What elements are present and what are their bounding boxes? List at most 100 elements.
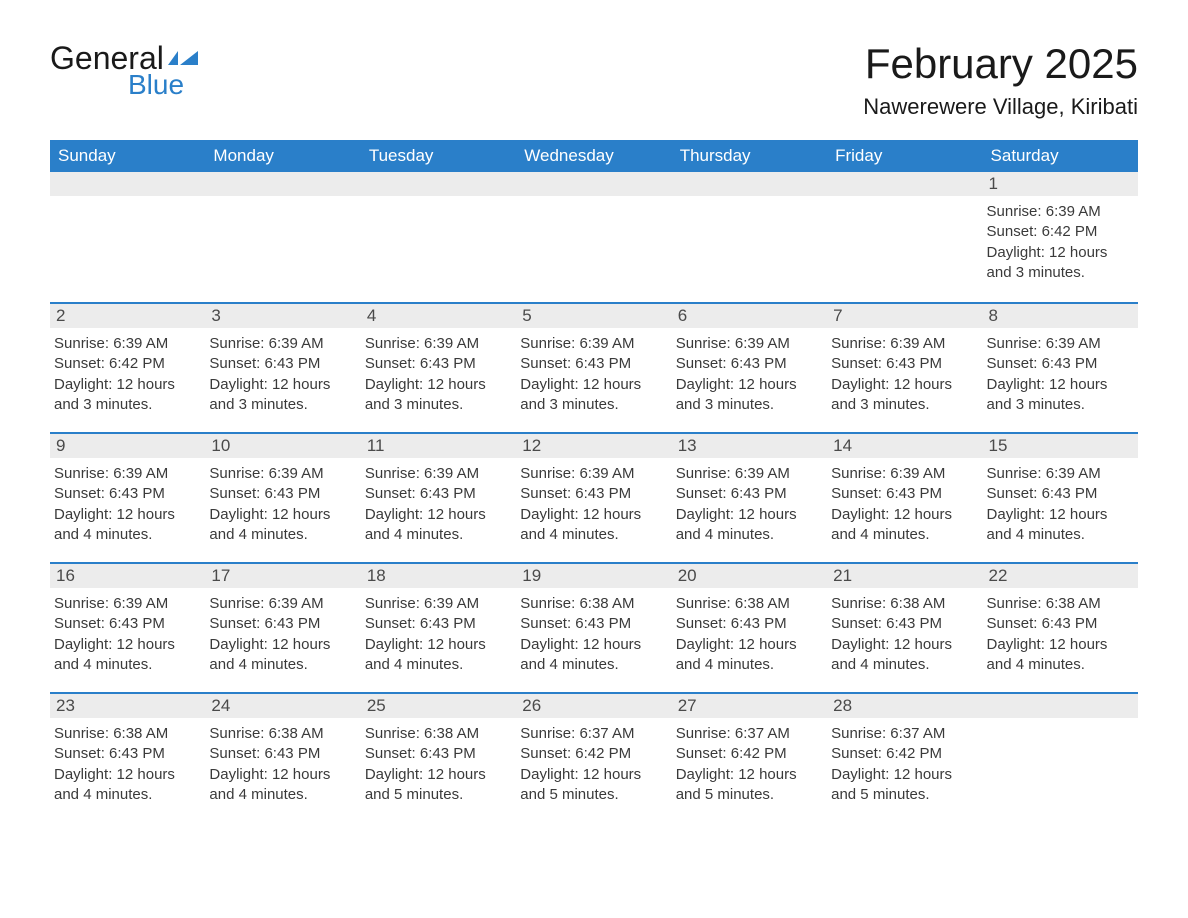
day-info: Sunrise: 6:39 AMSunset: 6:43 PMDaylight:… [361, 588, 516, 685]
day-number: 25 [361, 694, 516, 718]
day-info: Sunrise: 6:39 AMSunset: 6:43 PMDaylight:… [827, 458, 982, 555]
day-cell: 15Sunrise: 6:39 AMSunset: 6:43 PMDayligh… [983, 434, 1138, 562]
weekday-header: Saturday [983, 140, 1138, 172]
daylight-text: Daylight: 12 hours and 4 minutes. [520, 635, 667, 676]
daylight-text: Daylight: 12 hours and 4 minutes. [676, 505, 823, 546]
day-info: Sunrise: 6:38 AMSunset: 6:43 PMDaylight:… [516, 588, 671, 685]
sunset-text: Sunset: 6:43 PM [831, 354, 978, 374]
day-number: 13 [672, 434, 827, 458]
day-number [516, 172, 671, 196]
day-number: 8 [983, 304, 1138, 328]
sunset-text: Sunset: 6:43 PM [520, 354, 667, 374]
sunrise-text: Sunrise: 6:39 AM [520, 464, 667, 484]
sunset-text: Sunset: 6:43 PM [987, 484, 1134, 504]
day-info: Sunrise: 6:38 AMSunset: 6:43 PMDaylight:… [50, 718, 205, 815]
sunrise-text: Sunrise: 6:39 AM [54, 594, 201, 614]
daylight-text: Daylight: 12 hours and 3 minutes. [987, 375, 1134, 416]
day-info: Sunrise: 6:39 AMSunset: 6:43 PMDaylight:… [50, 588, 205, 685]
sunset-text: Sunset: 6:43 PM [987, 614, 1134, 634]
sunrise-text: Sunrise: 6:39 AM [365, 464, 512, 484]
day-info: Sunrise: 6:39 AMSunset: 6:43 PMDaylight:… [205, 588, 360, 685]
sunset-text: Sunset: 6:42 PM [676, 744, 823, 764]
day-cell [205, 172, 360, 302]
daylight-text: Daylight: 12 hours and 3 minutes. [520, 375, 667, 416]
daylight-text: Daylight: 12 hours and 4 minutes. [520, 505, 667, 546]
sunrise-text: Sunrise: 6:38 AM [54, 724, 201, 744]
day-number: 14 [827, 434, 982, 458]
day-cell [672, 172, 827, 302]
day-cell: 18Sunrise: 6:39 AMSunset: 6:43 PMDayligh… [361, 564, 516, 692]
sunrise-text: Sunrise: 6:38 AM [365, 724, 512, 744]
daylight-text: Daylight: 12 hours and 3 minutes. [831, 375, 978, 416]
week-row: 16Sunrise: 6:39 AMSunset: 6:43 PMDayligh… [50, 562, 1138, 692]
sunset-text: Sunset: 6:43 PM [209, 614, 356, 634]
sunset-text: Sunset: 6:43 PM [676, 484, 823, 504]
page-header: General Blue February 2025 Nawerewere Vi… [50, 40, 1138, 120]
day-number: 28 [827, 694, 982, 718]
logo: General Blue [50, 40, 200, 101]
day-number: 19 [516, 564, 671, 588]
day-cell [827, 172, 982, 302]
daylight-text: Daylight: 12 hours and 4 minutes. [987, 505, 1134, 546]
sunset-text: Sunset: 6:42 PM [54, 354, 201, 374]
day-number: 1 [983, 172, 1138, 196]
day-cell: 28Sunrise: 6:37 AMSunset: 6:42 PMDayligh… [827, 694, 982, 822]
day-cell: 3Sunrise: 6:39 AMSunset: 6:43 PMDaylight… [205, 304, 360, 432]
weekday-header: Thursday [672, 140, 827, 172]
week-row: 9Sunrise: 6:39 AMSunset: 6:43 PMDaylight… [50, 432, 1138, 562]
day-number: 9 [50, 434, 205, 458]
weekday-header: Sunday [50, 140, 205, 172]
location-subtitle: Nawerewere Village, Kiribati [863, 94, 1138, 120]
sunrise-text: Sunrise: 6:39 AM [209, 334, 356, 354]
sunset-text: Sunset: 6:42 PM [987, 222, 1134, 242]
weekday-header: Tuesday [361, 140, 516, 172]
day-cell: 21Sunrise: 6:38 AMSunset: 6:43 PMDayligh… [827, 564, 982, 692]
day-number: 15 [983, 434, 1138, 458]
day-cell: 1Sunrise: 6:39 AMSunset: 6:42 PMDaylight… [983, 172, 1138, 302]
day-number: 2 [50, 304, 205, 328]
sunrise-text: Sunrise: 6:37 AM [831, 724, 978, 744]
calendar: Sunday Monday Tuesday Wednesday Thursday… [50, 140, 1138, 822]
day-cell: 10Sunrise: 6:39 AMSunset: 6:43 PMDayligh… [205, 434, 360, 562]
sunrise-text: Sunrise: 6:38 AM [987, 594, 1134, 614]
daylight-text: Daylight: 12 hours and 3 minutes. [54, 375, 201, 416]
daylight-text: Daylight: 12 hours and 4 minutes. [365, 505, 512, 546]
day-number: 21 [827, 564, 982, 588]
day-cell: 24Sunrise: 6:38 AMSunset: 6:43 PMDayligh… [205, 694, 360, 822]
day-info: Sunrise: 6:37 AMSunset: 6:42 PMDaylight:… [672, 718, 827, 815]
day-number [672, 172, 827, 196]
sunrise-text: Sunrise: 6:39 AM [987, 202, 1134, 222]
daylight-text: Daylight: 12 hours and 5 minutes. [520, 765, 667, 806]
day-number [361, 172, 516, 196]
week-row: 23Sunrise: 6:38 AMSunset: 6:43 PMDayligh… [50, 692, 1138, 822]
sunrise-text: Sunrise: 6:39 AM [54, 334, 201, 354]
day-info: Sunrise: 6:38 AMSunset: 6:43 PMDaylight:… [672, 588, 827, 685]
sunrise-text: Sunrise: 6:39 AM [831, 464, 978, 484]
daylight-text: Daylight: 12 hours and 4 minutes. [209, 765, 356, 806]
day-cell: 11Sunrise: 6:39 AMSunset: 6:43 PMDayligh… [361, 434, 516, 562]
title-block: February 2025 Nawerewere Village, Kiriba… [863, 40, 1138, 120]
day-cell: 23Sunrise: 6:38 AMSunset: 6:43 PMDayligh… [50, 694, 205, 822]
daylight-text: Daylight: 12 hours and 4 minutes. [676, 635, 823, 676]
day-info: Sunrise: 6:39 AMSunset: 6:43 PMDaylight:… [361, 458, 516, 555]
day-info: Sunrise: 6:39 AMSunset: 6:43 PMDaylight:… [672, 328, 827, 425]
sunrise-text: Sunrise: 6:39 AM [676, 464, 823, 484]
sunset-text: Sunset: 6:43 PM [987, 354, 1134, 374]
day-info: Sunrise: 6:39 AMSunset: 6:42 PMDaylight:… [983, 196, 1138, 293]
sunset-text: Sunset: 6:43 PM [54, 744, 201, 764]
sunset-text: Sunset: 6:43 PM [520, 614, 667, 634]
sunset-text: Sunset: 6:43 PM [676, 614, 823, 634]
daylight-text: Daylight: 12 hours and 3 minutes. [987, 243, 1134, 284]
daylight-text: Daylight: 12 hours and 4 minutes. [987, 635, 1134, 676]
day-cell: 12Sunrise: 6:39 AMSunset: 6:43 PMDayligh… [516, 434, 671, 562]
day-number: 5 [516, 304, 671, 328]
day-number: 16 [50, 564, 205, 588]
day-number: 12 [516, 434, 671, 458]
day-number: 24 [205, 694, 360, 718]
weekday-header: Monday [205, 140, 360, 172]
daylight-text: Daylight: 12 hours and 5 minutes. [365, 765, 512, 806]
day-info: Sunrise: 6:39 AMSunset: 6:43 PMDaylight:… [983, 328, 1138, 425]
day-info: Sunrise: 6:38 AMSunset: 6:43 PMDaylight:… [983, 588, 1138, 685]
sunset-text: Sunset: 6:42 PM [831, 744, 978, 764]
day-info: Sunrise: 6:38 AMSunset: 6:43 PMDaylight:… [361, 718, 516, 815]
